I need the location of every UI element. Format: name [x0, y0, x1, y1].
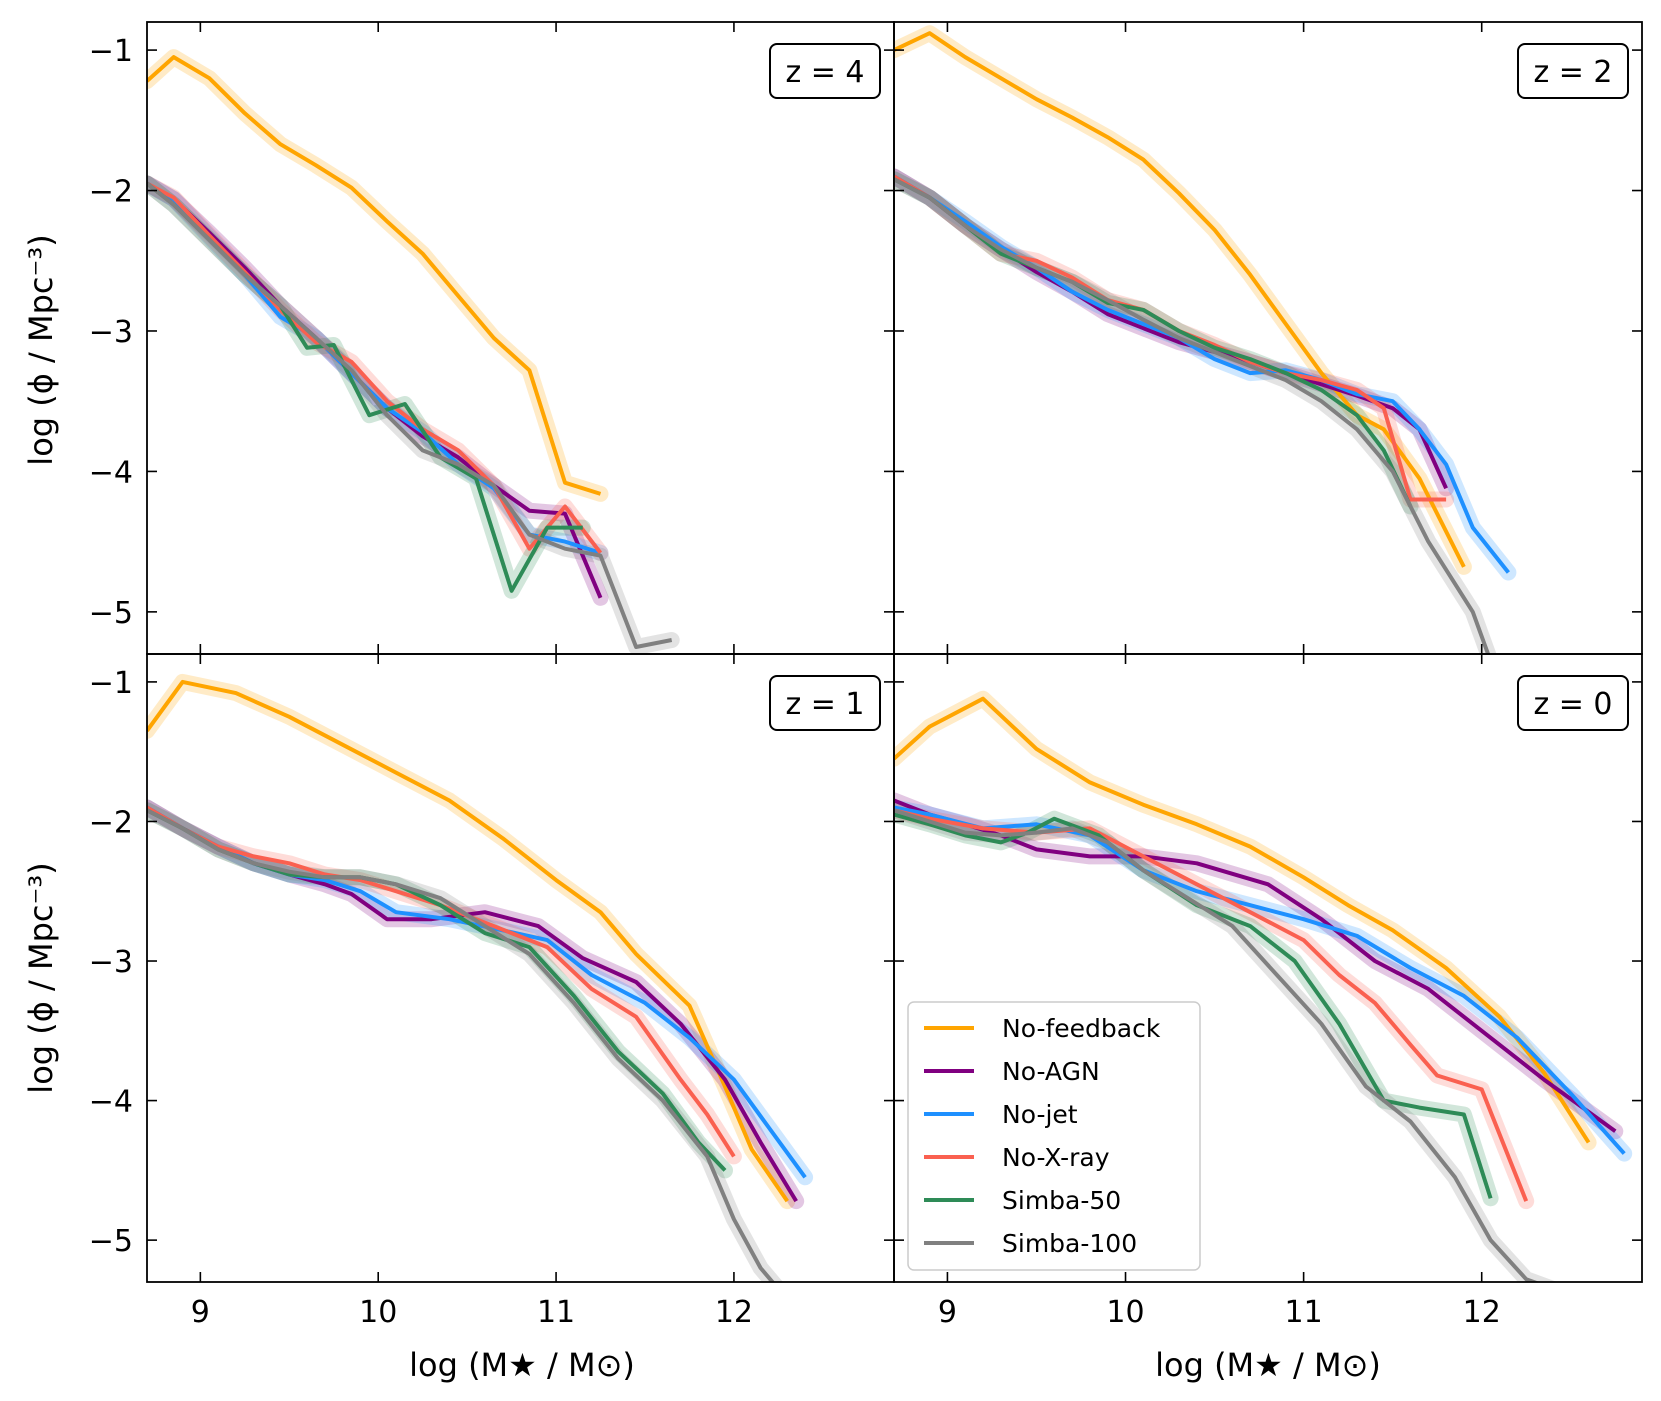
xlabel-left: log (M★ / M⊙) [409, 1346, 635, 1384]
series-line-simba-100 [147, 181, 673, 649]
series-line-simba-100 [894, 808, 1540, 1282]
band-no-feedback [147, 49, 609, 502]
xlabel-right: log (M★ / M⊙) [1155, 1346, 1381, 1384]
panel-frame [893, 21, 1643, 655]
x-tick-label: 9 [938, 1295, 957, 1330]
y-tick-label: −4 [89, 1085, 133, 1120]
x-tick-label: 10 [1106, 1295, 1144, 1330]
legend-label: Simba-100 [1002, 1229, 1137, 1258]
redshift-label: z = 2 [1533, 55, 1612, 90]
band-simba-100 [147, 802, 783, 1282]
legend-label: Simba-50 [1002, 1186, 1121, 1215]
series-line-no-x-ray [147, 805, 736, 1158]
series-line-simba-100 [894, 177, 1491, 654]
series-line-no-x-ray [147, 181, 603, 555]
y-tick-label: −5 [89, 596, 133, 631]
series-group [894, 25, 1517, 654]
y-tick-label: −3 [89, 315, 133, 350]
series-group [894, 690, 1633, 1282]
series-line-simba-100 [147, 808, 776, 1282]
legend-label: No-AGN [1002, 1057, 1100, 1086]
legend-label: No-jet [1002, 1100, 1078, 1129]
redshift-box [1517, 43, 1629, 99]
legend-label: No-feedback [1002, 1014, 1161, 1043]
legend-label: No-X-ray [1002, 1143, 1110, 1172]
panel-4: 9 10 11 12 z = 0 [893, 653, 1643, 1330]
y-tick-label: −2 [89, 175, 133, 210]
x-tick-label: 12 [715, 1295, 753, 1330]
redshift-label: z = 4 [785, 55, 864, 90]
redshift-box [769, 43, 881, 99]
y-tick-label: −5 [89, 1224, 133, 1259]
series-line-no-feedback [147, 55, 602, 496]
y-tick-label: −1 [89, 666, 133, 701]
redshift-label: z = 0 [1533, 687, 1612, 722]
panel-1: −1 −2 −3 −4 −5 z = 4 [89, 21, 895, 655]
y-tick-label: −4 [89, 455, 133, 490]
y-tick-label: −3 [89, 945, 133, 980]
series-line-no-feedback [894, 696, 1591, 1144]
legend: No-feedback No-AGN No-jet No-X-ray Simba-50 S… [907, 1001, 1201, 1271]
x-tick-label: 11 [1285, 1295, 1323, 1330]
x-tick-label: 9 [191, 1295, 210, 1330]
redshift-box [1517, 675, 1629, 731]
series-line-no-jet [894, 174, 1510, 574]
panel-2: z = 2 [893, 21, 1643, 655]
x-tick-label: 10 [359, 1295, 397, 1330]
x-tick-label: 11 [537, 1295, 575, 1330]
redshift-box [769, 675, 881, 731]
ylabel-top: log (ϕ / Mpc⁻³) [22, 234, 60, 465]
band-no-feedback [894, 25, 1472, 575]
series-group [147, 673, 814, 1282]
series-line-no-x-ray [894, 808, 1529, 1202]
x-tick-label: 12 [1463, 1295, 1501, 1330]
panel-3: −1 −2 −3 −4 −5 9 10 11 12 z = 1 [89, 653, 895, 1330]
redshift-label: z = 1 [785, 687, 864, 722]
series-line-no-feedback [894, 31, 1466, 568]
legend-box [907, 1001, 1201, 1271]
y-tick-label: −1 [89, 34, 133, 69]
series-line-no-jet [894, 805, 1626, 1155]
ylabel-bottom: log (ϕ / Mpc⁻³) [22, 862, 60, 1093]
series-group [147, 49, 680, 654]
panel-frame [893, 653, 1643, 1283]
y-tick-label: −2 [89, 805, 133, 840]
